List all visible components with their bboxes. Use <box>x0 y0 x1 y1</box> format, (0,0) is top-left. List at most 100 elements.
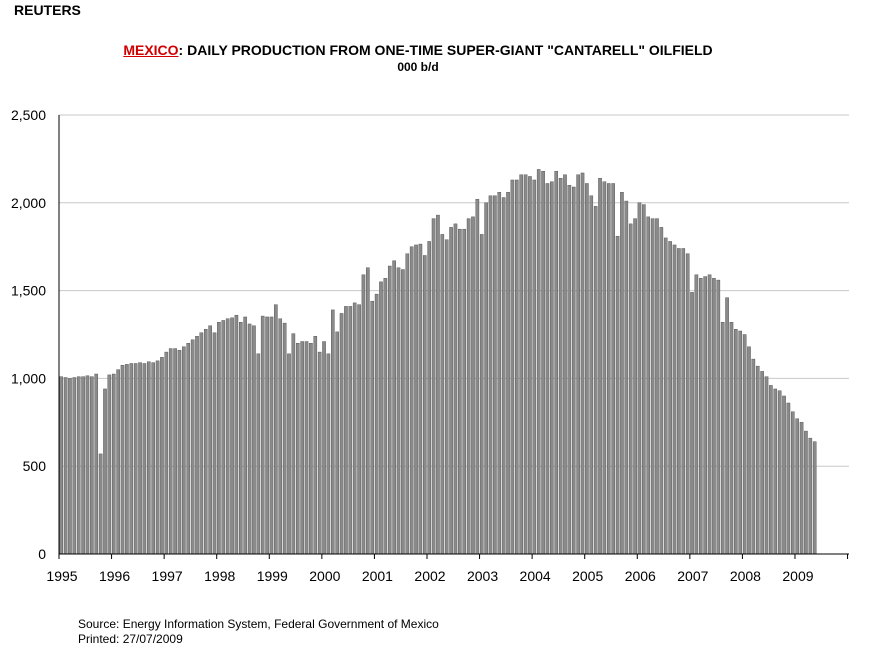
bar <box>615 235 620 555</box>
x-tick-label: 1998 <box>204 568 235 584</box>
y-tick-label: 2,500 <box>11 107 46 123</box>
bar <box>541 170 545 555</box>
bar <box>672 244 677 555</box>
bar <box>677 248 681 555</box>
bar <box>528 176 532 555</box>
bar <box>725 297 729 555</box>
bar <box>63 377 68 555</box>
bar <box>729 322 734 555</box>
bar <box>440 234 445 555</box>
bar <box>418 243 423 555</box>
bar <box>466 218 471 555</box>
bar-series <box>59 169 817 555</box>
bar <box>436 214 440 555</box>
x-tick-label: 2008 <box>730 568 761 584</box>
bar <box>225 318 230 555</box>
bar <box>633 218 637 555</box>
bar <box>125 364 129 555</box>
bar <box>637 202 642 555</box>
bar <box>607 183 611 555</box>
bar <box>260 315 265 555</box>
bar <box>309 343 313 555</box>
x-tick-label: 2007 <box>677 568 708 584</box>
bar <box>506 192 510 555</box>
bar <box>212 332 217 555</box>
bar <box>409 246 414 555</box>
x-tick-label: 1999 <box>257 568 288 584</box>
bar <box>628 223 633 555</box>
bar <box>247 323 252 555</box>
bar <box>611 183 615 555</box>
bar <box>589 195 594 555</box>
bar <box>668 241 672 555</box>
bar <box>256 353 261 555</box>
bar <box>414 244 418 555</box>
bar <box>523 174 528 555</box>
bar <box>173 348 177 555</box>
bar <box>59 376 63 555</box>
bar <box>444 239 449 555</box>
bar <box>331 309 335 555</box>
bar <box>558 178 563 555</box>
bar <box>462 228 467 555</box>
bar <box>348 306 353 555</box>
bar <box>387 265 392 555</box>
bar <box>646 216 651 555</box>
bar <box>230 317 234 555</box>
bar <box>120 365 125 555</box>
chart-title: MEXICO: DAILY PRODUCTION FROM ONE-TIME S… <box>0 42 836 58</box>
bar <box>383 278 388 555</box>
bar <box>265 316 269 555</box>
bar <box>76 376 81 555</box>
bar <box>138 362 142 555</box>
bar <box>168 348 173 555</box>
bar <box>690 292 694 555</box>
bar <box>655 218 659 555</box>
bar <box>155 360 160 555</box>
bar <box>515 179 519 555</box>
bar <box>567 185 572 555</box>
y-tick-label: 2,000 <box>11 195 46 211</box>
bar <box>747 346 751 555</box>
bar <box>642 204 646 555</box>
bar <box>317 351 322 555</box>
y-tick-label: 1,500 <box>11 283 46 299</box>
bar <box>287 353 291 555</box>
bar <box>471 216 475 555</box>
x-tick-label: 2003 <box>467 568 498 584</box>
bar <box>326 353 331 555</box>
bar <box>593 206 598 555</box>
bar <box>72 377 77 555</box>
x-tick-label: 2004 <box>520 568 551 584</box>
bar <box>68 378 72 555</box>
x-tick-labels: 1995 1996 1997 1998 1999 2000 2001 2002 2003 2004… <box>46 568 813 584</box>
bar <box>282 322 287 555</box>
bar <box>707 274 712 555</box>
bar <box>423 255 427 555</box>
bar <box>699 278 703 555</box>
printed-date: Printed: 27/07/2009 <box>78 632 183 646</box>
bar <box>300 341 304 555</box>
x-tick-label: 2009 <box>782 568 813 584</box>
x-tick-label: 2001 <box>362 568 393 584</box>
source-note: Source: Energy Information System, Feder… <box>78 617 439 631</box>
bar <box>405 253 410 555</box>
bar <box>366 267 370 555</box>
bar <box>427 241 431 555</box>
unit-label: 000 b/d <box>397 60 439 74</box>
y-tick-label: 0 <box>38 546 46 562</box>
bar <box>133 363 138 555</box>
bar <box>335 331 339 555</box>
bar <box>510 179 515 555</box>
bar <box>791 411 795 555</box>
bar <box>663 237 668 555</box>
bar <box>812 441 817 555</box>
bar <box>620 192 624 555</box>
bar <box>738 330 743 555</box>
bar <box>401 269 405 555</box>
bar <box>103 388 107 555</box>
brand-label: REUTERS <box>14 2 81 18</box>
bar <box>475 199 480 555</box>
bar <box>497 192 502 555</box>
